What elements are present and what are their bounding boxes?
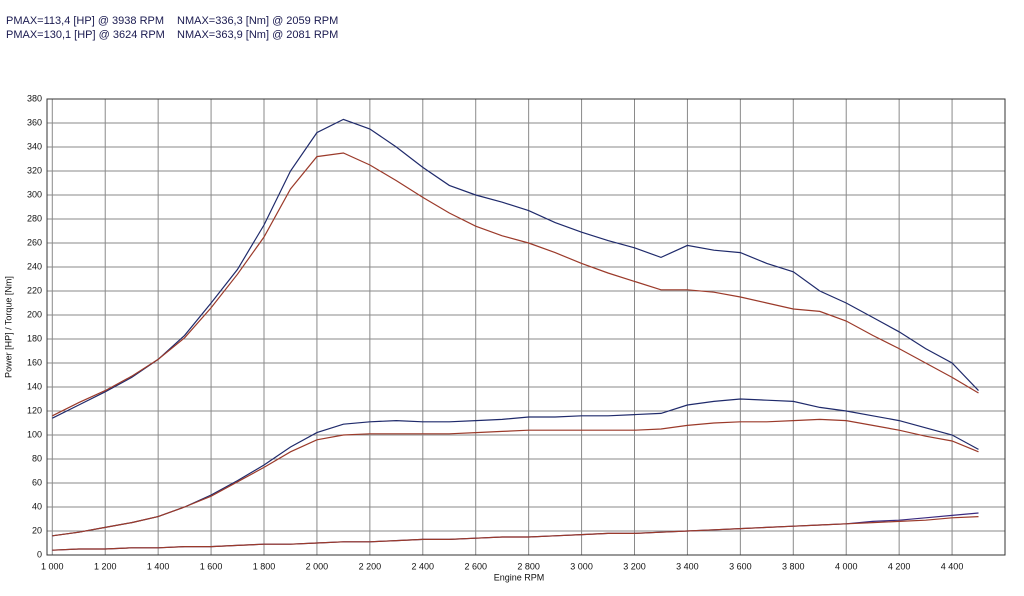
y-tick-label: 340 [27, 141, 42, 151]
x-tick-label: 3 400 [676, 561, 699, 571]
x-tick-label: 3 800 [782, 561, 805, 571]
x-tick-label: 4 200 [888, 561, 911, 571]
annotation: NMAX=363,9 [Nm] @ 2081 RPM [177, 29, 338, 41]
y-tick-label: 80 [32, 453, 42, 463]
x-tick-label: 4 000 [835, 561, 858, 571]
x-tick-label: 3 600 [729, 561, 752, 571]
x-tick-label: 1 600 [200, 561, 223, 571]
x-tick-label: 1 400 [147, 561, 170, 571]
annotation: NMAX=336,3 [Nm] @ 2059 RPM [177, 15, 338, 27]
plot-border [46, 98, 1006, 556]
y-axis-label: Power [HP] / Torque [Nm] [3, 276, 13, 378]
line-series [52, 152, 979, 417]
y-tick-label: 160 [27, 357, 42, 367]
y-tick-label: 0 [37, 549, 42, 559]
y-tick-label: 120 [27, 405, 42, 415]
y-tick-label: 20 [32, 525, 42, 535]
y-tick-label: 260 [27, 237, 42, 247]
x-tick-label: 1 200 [94, 561, 117, 571]
y-tick-label: 280 [27, 213, 42, 223]
plot-area [47, 99, 1005, 555]
annotation: PMAX=130,1 [HP] @ 3624 RPM [6, 29, 165, 41]
x-tick-label: 2 400 [412, 561, 435, 571]
x-tick-label: 3 200 [623, 561, 646, 571]
x-tick-label: 2 000 [306, 561, 329, 571]
y-tick-label: 200 [27, 309, 42, 319]
line-series [52, 398, 979, 537]
y-tick-label: 140 [27, 381, 42, 391]
line-series [52, 516, 979, 551]
x-tick-label: 2 200 [359, 561, 382, 571]
x-tick-label: 2 800 [517, 561, 540, 571]
line-series [52, 118, 979, 419]
x-tick-label: 1 800 [253, 561, 276, 571]
y-tick-label: 180 [27, 333, 42, 343]
x-tick-label: 4 400 [941, 561, 964, 571]
y-tick-label: 60 [32, 477, 42, 487]
y-tick-label: 360 [27, 117, 42, 127]
y-tick-label: 220 [27, 285, 42, 295]
y-tick-label: 40 [32, 501, 42, 511]
y-tick-label: 300 [27, 189, 42, 199]
y-tick-label: 320 [27, 165, 42, 175]
y-tick-label: 100 [27, 429, 42, 439]
y-tick-label: 380 [27, 93, 42, 103]
x-tick-label: 2 600 [464, 561, 487, 571]
y-tick-label: 240 [27, 261, 42, 271]
x-tick-label: 3 000 [570, 561, 593, 571]
line-series [52, 418, 979, 537]
x-axis-label: Engine RPM [494, 572, 545, 582]
annotation: PMAX=113,4 [HP] @ 3938 RPM [6, 15, 164, 27]
x-tick-label: 1 000 [41, 561, 64, 571]
